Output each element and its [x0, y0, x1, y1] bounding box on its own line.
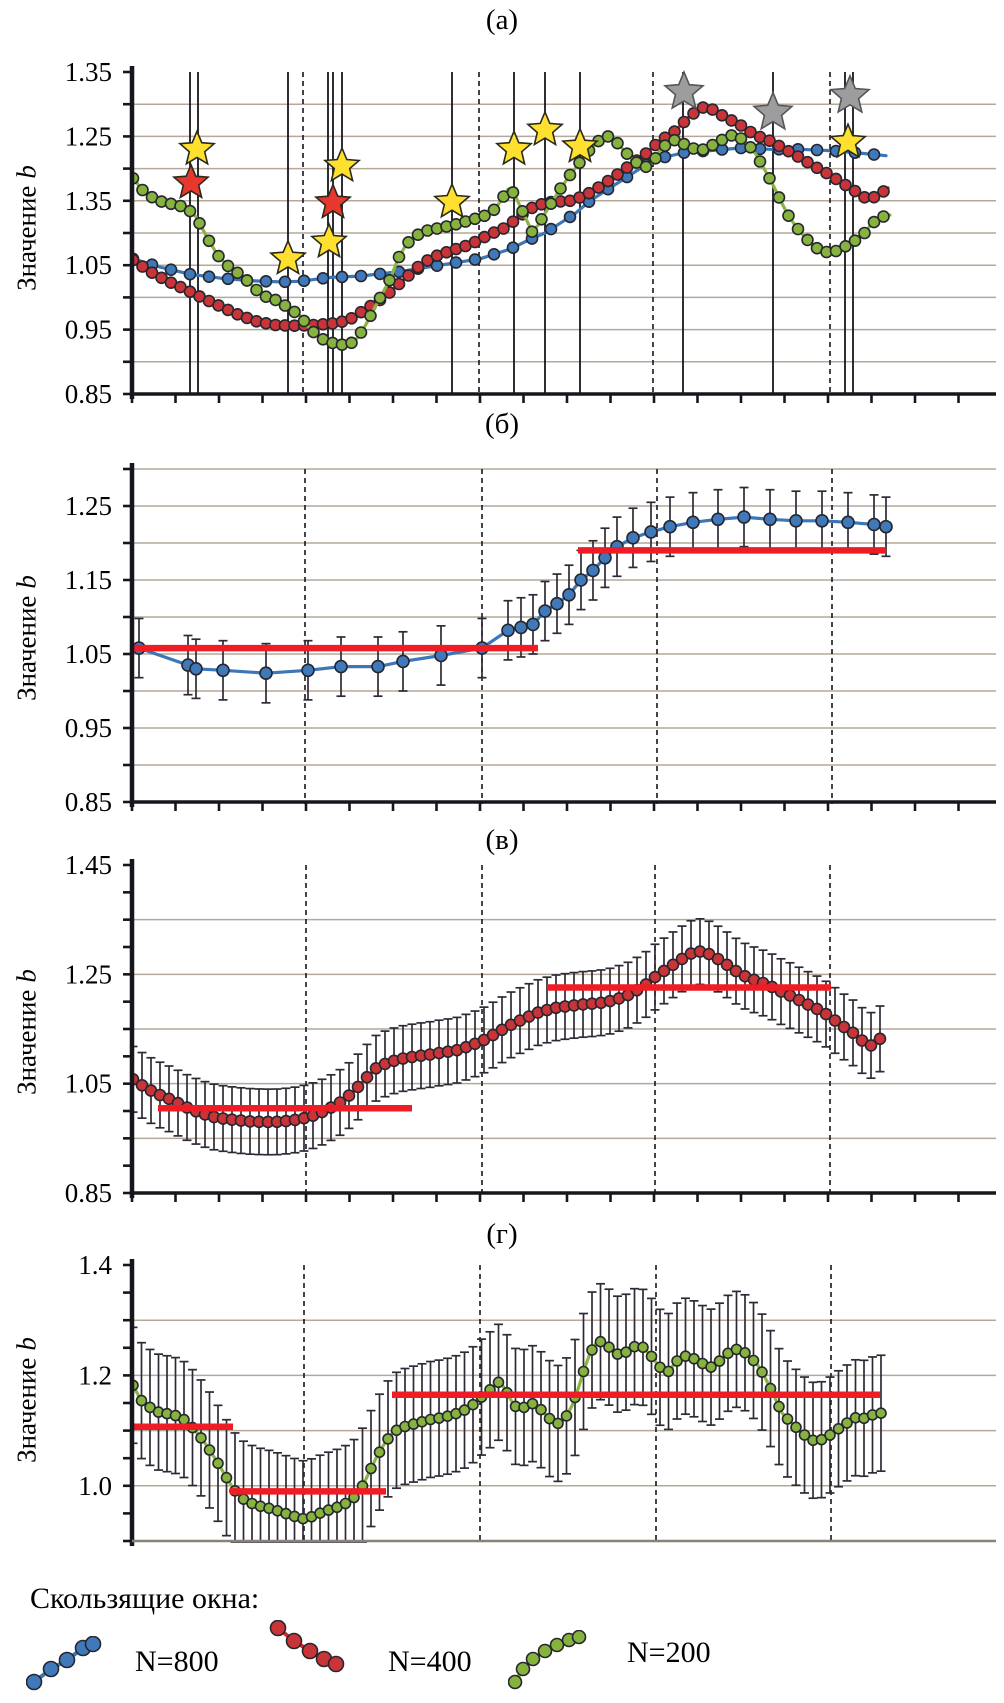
ytick-label: 0.85 — [65, 787, 112, 817]
yellow-star-icon — [494, 129, 534, 166]
ytick-label: 1.2 — [78, 1360, 112, 1390]
ytick-label: 0.85 — [65, 1178, 112, 1208]
ytick-label: 1.35 — [65, 186, 112, 216]
reference-lines — [158, 984, 831, 1112]
panel-г: 1.4 1.2 1.0 — [78, 1250, 996, 1546]
yellow-star-icon — [525, 109, 565, 147]
legend-label-n400: N=400 — [388, 1645, 472, 1678]
series-N=200 — [131, 129, 892, 352]
yellow-star-icon — [268, 238, 308, 275]
dashed-event-lines — [305, 865, 831, 1195]
dashed-event-lines — [303, 1265, 832, 1543]
panel-v-title: (в) — [485, 824, 519, 856]
axes — [123, 66, 996, 403]
panel-в: 1.45 1.25 1.05 0.85 — [65, 850, 996, 1208]
yellow-star-icon — [560, 126, 600, 163]
yellow-star-icon — [322, 145, 362, 183]
panel-б: 1.25 1.15 1.05 0.95 0.85 — [65, 463, 996, 817]
gridlines — [132, 468, 996, 766]
ytick-label: 0.95 — [65, 315, 112, 345]
red-star-icon — [171, 162, 211, 199]
ytick-label: 1.25 — [65, 121, 112, 151]
panel-g-ylabel: Значениеb — [11, 1337, 42, 1463]
event-stars — [171, 69, 871, 275]
series-N=400 — [131, 917, 887, 1156]
gray-star-icon — [752, 90, 794, 131]
legend-label-n800: N=800 — [135, 1645, 219, 1678]
panel-g-title: (г) — [486, 1218, 518, 1250]
legend-sample-n200-icon — [508, 1630, 587, 1690]
ytick-label: 1.45 — [65, 850, 112, 880]
panel-а: 1.35 1.25 1.35 1.05 0.95 0.85 — [65, 57, 996, 409]
ytick-label: 1.05 — [65, 1069, 112, 1099]
ytick-label: 1.25 — [65, 959, 112, 989]
gridlines — [132, 1319, 996, 1542]
red-star-icon — [313, 182, 353, 219]
panel-v-ylabel: Значениеb — [11, 969, 42, 1095]
axes — [123, 463, 996, 811]
series-N=400 — [131, 101, 890, 333]
dashed-event-lines — [304, 469, 833, 804]
legend-title: Скользящие окна: — [30, 1582, 260, 1615]
series-N=800 — [132, 486, 893, 704]
axes — [123, 1259, 996, 1546]
axes — [123, 859, 996, 1202]
reference-lines — [133, 547, 886, 652]
legend-label-n200: N=200 — [627, 1636, 711, 1669]
ytick-label: 1.05 — [65, 250, 112, 280]
ytick-label: 0.85 — [65, 379, 112, 409]
yellow-star-icon — [432, 182, 472, 219]
ytick-label: 0.95 — [65, 713, 112, 743]
ytick-labels: 1.25 1.15 1.05 0.95 0.85 — [65, 491, 112, 817]
ytick-labels: 1.45 1.25 1.05 0.85 — [65, 850, 112, 1208]
ytick-label: 1.05 — [65, 639, 112, 669]
ytick-label: 1.25 — [65, 491, 112, 521]
yellow-star-icon — [177, 129, 217, 166]
dashed-event-lines — [302, 72, 831, 396]
ytick-labels: 1.35 1.25 1.35 1.05 0.95 0.85 — [65, 57, 112, 409]
ytick-label: 1.15 — [65, 565, 112, 595]
panel-a-title: (а) — [485, 4, 519, 36]
ytick-label: 1.0 — [78, 1471, 112, 1501]
yellow-star-icon — [828, 122, 868, 159]
panel-b-ylabel: Значениеb — [11, 575, 42, 701]
series-N=200 — [131, 1282, 887, 1543]
legend-sample-n800-icon — [26, 1636, 102, 1691]
ytick-labels: 1.4 1.2 1.0 — [78, 1250, 112, 1501]
yellow-star-icon — [309, 221, 349, 259]
panel-a-ylabel: Значениеb — [11, 165, 42, 291]
ytick-label: 1.4 — [78, 1250, 112, 1280]
reference-lines — [133, 1391, 880, 1495]
ytick-label: 1.35 — [65, 57, 112, 87]
gray-star-icon — [663, 69, 705, 110]
legend-sample-n400-icon — [269, 1620, 345, 1673]
panel-b-title: (б) — [484, 408, 520, 440]
gray-star-icon — [829, 73, 871, 114]
